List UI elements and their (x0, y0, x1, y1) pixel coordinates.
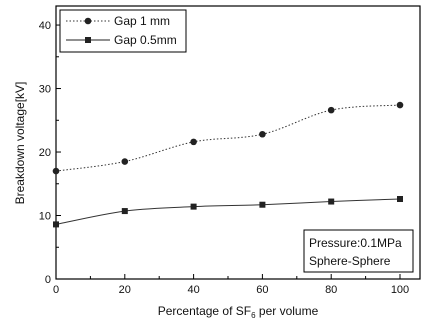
x-axis-ticks: 0 20 40 60 80 100 (53, 274, 409, 296)
data-point-square (259, 201, 266, 208)
data-point-circle (396, 101, 404, 109)
x-tick-label: 80 (325, 284, 337, 296)
data-point-circle (327, 106, 335, 114)
x-tick-label: 0 (53, 284, 59, 296)
y-tick-label: 20 (39, 147, 51, 159)
annotation-box (303, 229, 414, 273)
data-point-square (397, 196, 403, 203)
x-tick-label: 100 (391, 284, 409, 296)
data-point-circle (52, 167, 60, 175)
legend-label-gap-05mm: Gap 0.5mm (114, 33, 177, 47)
series-line-1 (55, 198, 401, 225)
legend: Gap 1 mm Gap 0.5mm (59, 9, 187, 53)
x-axis-title: Percentage of SF6 per volume (158, 304, 319, 320)
legend-marker-gap-05mm (85, 37, 91, 43)
legend-box (59, 9, 187, 53)
y-tick-label: 40 (39, 20, 51, 32)
legend-marker-gap-1mm (84, 17, 92, 25)
data-point-square (121, 208, 128, 215)
x-tick-label: 20 (119, 284, 131, 296)
data-point-square (53, 221, 59, 228)
data-point-circle (121, 158, 129, 165)
y-tick-label: 30 (39, 84, 51, 96)
y-tick-label: 0 (45, 274, 51, 286)
y-axis-title: Breakdown voltage[kV] (13, 82, 27, 205)
data-point-square (328, 198, 335, 205)
annotation-line-electrode: Sphere-Sphere (309, 254, 391, 268)
y-tick-label: 10 (39, 211, 51, 223)
series-layer (52, 101, 404, 228)
annotation-line-pressure: Pressure:0.1MPa (309, 236, 402, 250)
data-point-circle (190, 138, 197, 146)
legend-label-gap-1mm: Gap 1 mm (114, 14, 170, 28)
data-point-square (190, 203, 197, 210)
x-tick-label: 40 (187, 284, 199, 296)
data-point-circle (259, 130, 266, 138)
x-tick-label: 60 (256, 284, 268, 296)
condition-annotation: Pressure:0.1MPa Sphere-Sphere (303, 229, 414, 273)
y-axis-ticks: 0 10 20 30 40 (39, 20, 61, 286)
plot-frame (55, 5, 421, 280)
series-line-0 (55, 104, 401, 172)
